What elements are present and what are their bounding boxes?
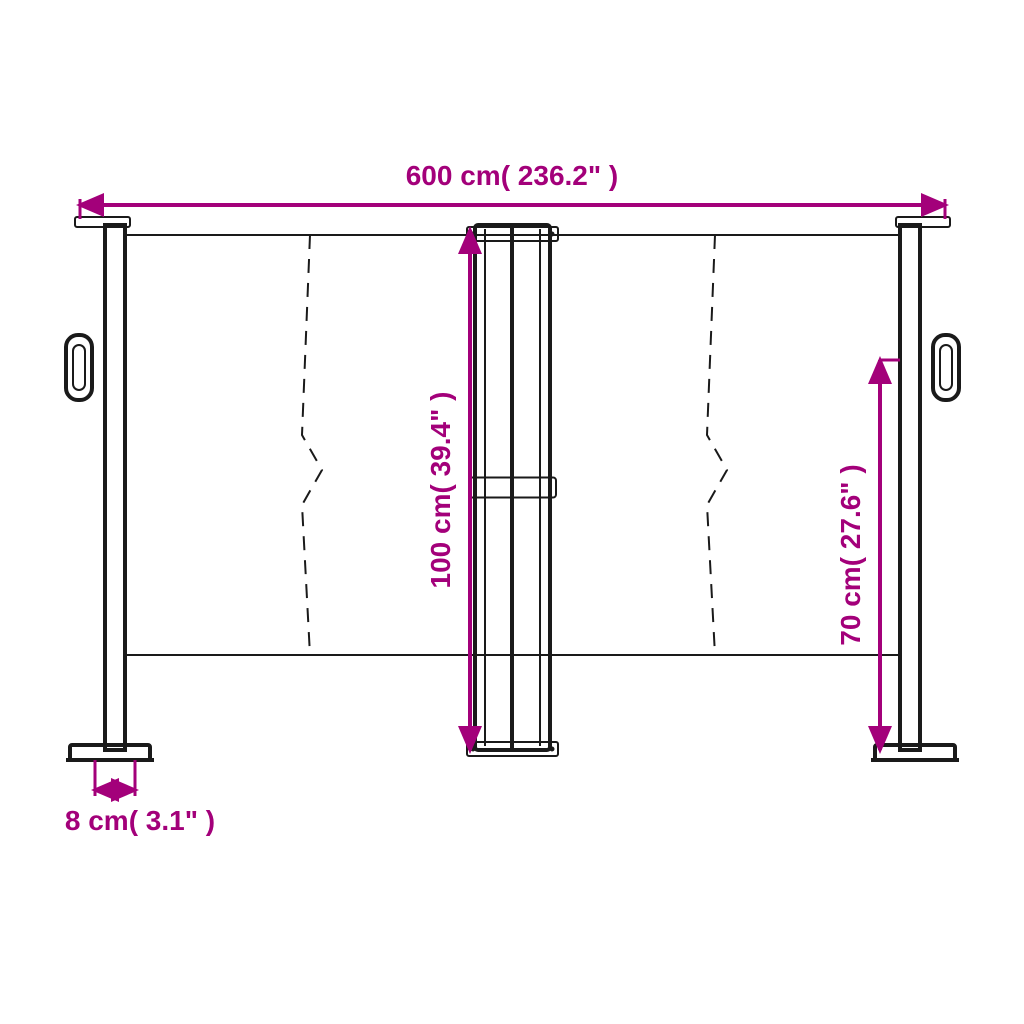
dim-height70-label: 70 cm( 27.6" ) — [835, 464, 866, 645]
dim-height100-label: 100 cm( 39.4" ) — [425, 392, 456, 589]
dim-foot-label: 8 cm( 3.1" ) — [65, 805, 215, 836]
dim-width-label: 600 cm( 236.2" ) — [406, 160, 619, 191]
